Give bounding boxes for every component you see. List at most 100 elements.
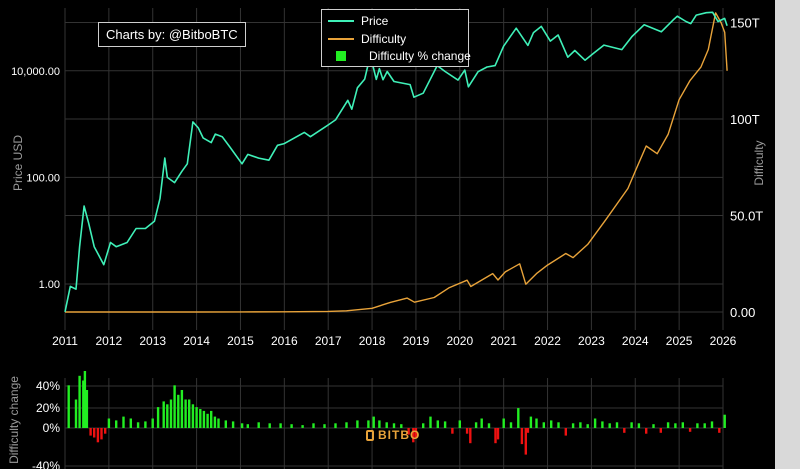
difficulty-change-bar [400,424,403,428]
difficulty-change-bar [557,422,560,428]
x-tick-label: 2025 [666,334,693,348]
difficulty-change-bar [104,428,107,434]
difficulty-change-bar [571,423,575,429]
bitbo-watermark: BITBO [366,428,420,442]
difficulty-change-bar [323,424,326,428]
difficulty-change-bar [509,422,513,428]
difficulty-change-bar [601,421,604,428]
x-tick-label: 2018 [359,334,386,348]
difficulty-change-bar [487,423,491,429]
difficulty-change-bar [210,410,213,428]
difficulty-change-bar [83,371,87,428]
y-axis-right-title: Difficulty [752,140,766,185]
difficulty-change-bar [224,420,227,428]
difficulty-change-bar [301,425,304,428]
difficulty-change-bar [407,428,410,435]
difficulty-change-bar [494,428,497,444]
difficulty-change-bar [199,409,202,428]
difficulty-change-bar [290,424,293,428]
difficulty-change-bar [191,404,195,429]
difficulty-change-bar [156,407,160,428]
bottom-y-tick-label: 20% [36,401,60,415]
difficulty-change-bar [89,428,92,436]
difficulty-change-bar [474,422,478,428]
grid-lines [64,8,724,469]
difficulty-change-bar [188,399,191,428]
difficulty-change-bar [696,423,699,429]
difficulty-change-bars [67,371,726,455]
difficulty-change-bar [422,423,425,429]
difficulty-change-bar [608,423,611,429]
difficulty-change-bar [129,418,132,428]
difficulty-change-bar [645,428,648,434]
difficulty-change-bar [246,424,249,428]
difficulty-change-bar [345,422,348,428]
difficulty-change-bar [184,399,187,428]
difficulty-change-bar [217,418,220,428]
legend-item-price[interactable]: Price [328,13,388,29]
x-tick-label: 2014 [183,334,210,348]
difficulty-change-bar [312,423,315,429]
difficulty-change-bar [166,404,169,429]
difficulty-change-bar [392,423,396,429]
y-tick-label: 1.00 [39,279,60,291]
x-tick-label: 2021 [490,334,517,348]
difficulty-change-bar [703,423,706,429]
difficulty-series [65,12,728,313]
price-series [64,11,728,313]
credit-label: Charts by: @BitboBTC [98,22,246,47]
difficulty-change-bar [378,420,381,428]
x-tick-label: 2011 [52,334,78,348]
x-tick-label: 2020 [446,334,473,348]
difficulty-change-bar [202,410,206,428]
y2-tick-label: 50.0T [730,209,763,224]
difficulty-change-bar [502,418,505,428]
difficulty-change-bar [451,428,454,434]
bottom-y-tick-label: 40% [36,379,60,393]
legend-label-price: Price [361,14,389,28]
difficulty-change-bar [385,422,388,428]
difficulty-change-bar [674,423,677,429]
legend-item-difficulty[interactable]: Difficulty [328,31,406,47]
difficulty-change-bar [579,422,582,428]
difficulty-change-bar [279,423,282,429]
x-axis-ticks: 2011 2012 2013 2014 2015 2016 2017 2018 2019 2020… [52,334,737,348]
x-tick-label: 2026 [710,334,737,348]
difficulty-change-bar [151,418,154,428]
difficulty-change-bar [257,422,260,428]
difficulty-change-bar [85,390,89,428]
x-tick-label: 2019 [403,334,430,348]
difficulty-change-bar [666,422,670,428]
difficulty-change-bar [615,422,619,428]
difficulty-change-bar [136,422,140,428]
difficulty-change-bar [718,428,721,433]
difficulty-change-bar [723,414,726,428]
x-tick-label: 2016 [271,334,298,348]
scrollbar[interactable] [775,0,800,469]
difficulty-change-bar [122,416,125,428]
difficulty-change-bar [356,420,359,428]
difficulty-change-bar [535,418,538,428]
difficulty-change-bar [67,385,70,429]
difficulty-change-bar [681,422,684,428]
difficulty-change-bar [93,428,96,438]
bottom-y-tick-label: -40% [32,459,60,469]
difficulty-change-bar [74,399,78,428]
x-tick-label: 2024 [622,334,649,348]
bottom-y-tick-label: 0% [43,421,61,435]
difficulty-change-bar [550,420,553,428]
legend: Price Difficulty Difficulty % change [321,9,471,67]
difficulty-change-bar [78,375,81,429]
difficulty-change-bar [240,423,244,429]
difficulty-change-bar [480,418,483,428]
legend-item-difficulty-change[interactable]: Difficulty % change [328,48,471,64]
difficulty-change-bar [162,401,165,428]
difficulty-change-bar [436,420,439,428]
y-tick-label: 10,000.00 [11,66,60,78]
price-line [64,11,728,313]
difficulty-change-bar [367,420,370,428]
difficulty-change-bar [623,428,626,433]
difficulty-change-bar [412,428,415,443]
legend-swatch-difficulty-change [336,51,346,61]
difficulty-change-bar [710,421,714,428]
